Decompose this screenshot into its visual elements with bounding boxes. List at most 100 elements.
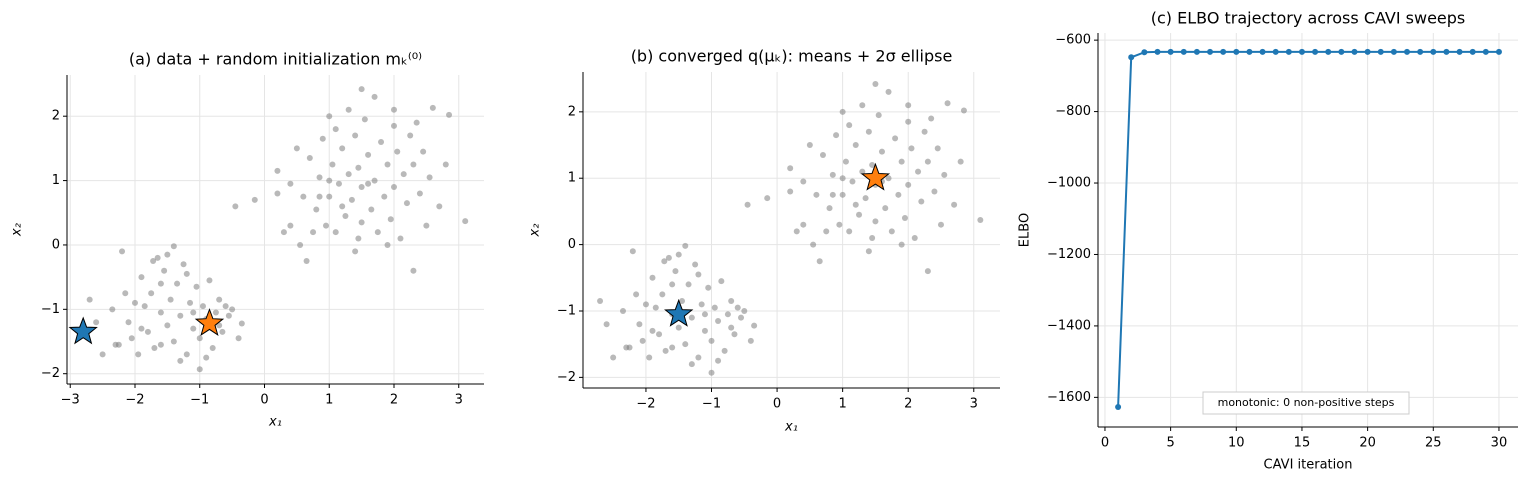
- data-point: [125, 319, 132, 326]
- data-point: [629, 248, 636, 255]
- data-point: [908, 145, 915, 152]
- data-point: [251, 196, 258, 203]
- data-point: [787, 165, 794, 172]
- data-point: [306, 155, 313, 162]
- star-marker: [194, 308, 225, 336]
- data-point: [199, 303, 206, 310]
- data-point: [872, 218, 879, 225]
- data-point: [348, 196, 355, 203]
- y-axis-label: x₂: [10, 223, 25, 237]
- data-point: [232, 203, 239, 210]
- data-point: [358, 184, 365, 191]
- data-point: [378, 138, 385, 145]
- data-point: [810, 241, 817, 248]
- data-point: [400, 171, 407, 178]
- y-tick-label: −1200: [1047, 247, 1091, 262]
- data-point: [416, 190, 423, 197]
- data-point: [316, 174, 323, 181]
- line-marker: [1377, 48, 1384, 55]
- x-tick-label: −2: [636, 397, 655, 412]
- data-point: [661, 258, 668, 265]
- line-marker: [1390, 48, 1397, 55]
- data-point: [426, 174, 433, 181]
- data-point: [303, 258, 310, 265]
- data-point: [462, 218, 469, 225]
- data-point: [164, 251, 171, 258]
- data-point: [429, 104, 436, 111]
- data-point: [882, 205, 889, 212]
- x-tick-label: 3: [970, 397, 978, 412]
- data-point: [151, 344, 158, 351]
- data-point: [813, 191, 820, 198]
- data-point: [358, 86, 365, 93]
- data-point: [115, 341, 122, 348]
- data-point: [397, 235, 404, 242]
- data-point: [738, 314, 745, 321]
- line-marker: [1495, 48, 1502, 55]
- data-point: [371, 177, 378, 184]
- data-point: [718, 278, 725, 285]
- data-point: [688, 314, 695, 321]
- data-point: [300, 193, 307, 200]
- y-tick-label: −2: [41, 366, 60, 381]
- data-point: [646, 354, 653, 361]
- y-tick-label: −1000: [1047, 176, 1091, 191]
- star-marker: [860, 162, 891, 191]
- line-marker: [1272, 48, 1279, 55]
- data-point: [823, 228, 830, 235]
- data-point: [944, 100, 951, 107]
- data-point: [196, 366, 203, 373]
- line-marker: [1469, 48, 1476, 55]
- data-point: [833, 132, 840, 139]
- annotation-box: [1202, 391, 1410, 415]
- data-point: [829, 171, 836, 178]
- data-point: [446, 111, 453, 118]
- y-tick-label: −1: [41, 302, 60, 317]
- y-tick-label: 0: [52, 237, 60, 252]
- data-point: [937, 221, 944, 228]
- data-point: [86, 296, 93, 303]
- data-point: [323, 222, 330, 229]
- data-point: [235, 335, 242, 342]
- data-point: [193, 283, 200, 290]
- data-point: [875, 112, 882, 119]
- line-marker: [1404, 48, 1411, 55]
- data-point: [885, 175, 892, 182]
- data-point: [109, 306, 116, 313]
- data-point: [183, 351, 190, 358]
- data-point: [931, 188, 938, 195]
- data-point: [675, 251, 682, 258]
- data-point: [698, 301, 705, 308]
- data-point: [915, 168, 922, 175]
- data-point: [957, 158, 964, 165]
- x-tick-label: 15: [1294, 436, 1311, 451]
- data-point: [157, 341, 164, 348]
- data-point: [420, 148, 427, 155]
- data-point: [715, 317, 722, 324]
- data-point: [368, 206, 375, 213]
- data-point: [869, 234, 876, 241]
- y-tick-label: −2: [557, 370, 576, 385]
- data-point: [852, 201, 859, 208]
- data-point: [911, 234, 918, 241]
- y-tick-label: 2: [568, 104, 576, 119]
- line-marker: [1456, 48, 1463, 55]
- data-point: [335, 180, 342, 187]
- data-point: [695, 354, 702, 361]
- data-point: [701, 327, 708, 334]
- data-point: [656, 331, 663, 338]
- data-point: [274, 190, 281, 197]
- data-point: [148, 290, 155, 297]
- data-point: [649, 274, 656, 281]
- data-point: [209, 344, 216, 351]
- x-axis-label: x₁: [268, 415, 282, 430]
- data-point: [287, 222, 294, 229]
- data-point: [122, 290, 129, 297]
- data-point: [806, 142, 813, 149]
- data-point: [826, 205, 833, 212]
- data-point: [413, 119, 420, 126]
- data-point: [141, 303, 148, 310]
- x-tick-label: 5: [1166, 436, 1174, 451]
- data-point: [659, 291, 666, 298]
- data-point: [610, 354, 617, 361]
